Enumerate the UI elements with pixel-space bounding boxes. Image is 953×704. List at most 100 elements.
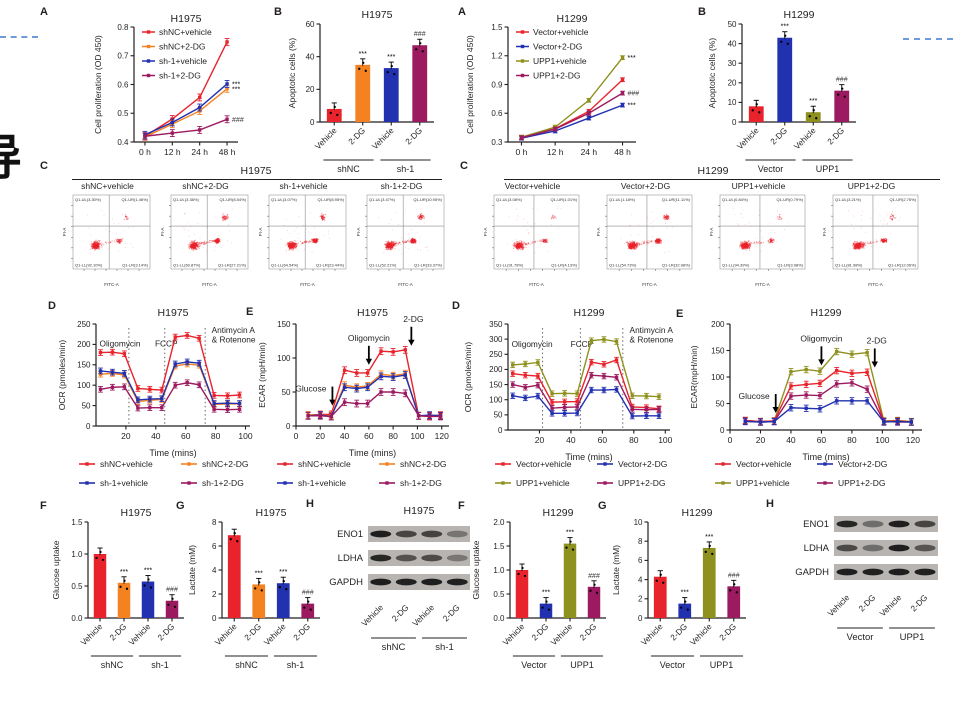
flow-scatter: Q1-UL(3.30%) Q1-UR(1.46%) Q1-LL(92.10%) Q1-… — [61, 191, 154, 294]
svg-text:###: ### — [302, 590, 314, 597]
svg-text:1.5: 1.5 — [491, 23, 503, 32]
western-blot-h1299: ENO1 LDHA GAPDH Vehicle 2-DG Vehicle 2-DG Vecto… — [772, 502, 950, 689]
legend-label: sh-1+2-DG — [202, 478, 244, 488]
svg-text:Q1-LR(33.37%): Q1-LR(33.37%) — [414, 263, 443, 268]
svg-text:120: 120 — [435, 431, 449, 441]
svg-text:Q1-UR(8.95%): Q1-UR(8.95%) — [318, 197, 345, 202]
svg-text:H1975: H1975 — [171, 13, 202, 25]
svg-text:sh-1: sh-1 — [287, 660, 305, 670]
svg-text:60: 60 — [181, 431, 191, 441]
svg-text:0: 0 — [286, 422, 291, 431]
chart-proliferation-h1975: H1975 0.4 0.5 0.6 0.7 0.8 0 h 12 h 24 h 48 h Cell … — [92, 12, 270, 165]
legend-marker — [181, 481, 197, 485]
legend-item: Vector+vehicle — [494, 459, 590, 469]
svg-text:H1975: H1975 — [158, 307, 189, 319]
flow-plot-h1975-3: sh-1+2-DG Q1-UL(3.47%) Q1-UR(10.95%) Q1-LL(… — [355, 181, 448, 294]
panel-letter-c-h1299: C — [460, 160, 468, 172]
svg-text:PI-A: PI-A — [258, 228, 263, 237]
svg-text:Vector: Vector — [758, 164, 784, 174]
svg-text:48 h: 48 h — [614, 147, 631, 157]
chart-glucose-uptake-h1299: H1299 0.0 0.5 1.0 1.5 2.0 Glucose uptake Vehicl… — [470, 506, 612, 683]
svg-text:50: 50 — [82, 401, 91, 410]
svg-text:Time (mins): Time (mins) — [349, 448, 396, 458]
svg-text:0.0: 0.0 — [71, 614, 83, 623]
svg-text:H1975: H1975 — [121, 507, 152, 519]
svg-text:***: *** — [628, 103, 636, 110]
legend-marker — [715, 462, 731, 466]
svg-text:FITC-A: FITC-A — [642, 282, 657, 287]
svg-text:0.8: 0.8 — [117, 23, 129, 32]
svg-text:###: ### — [232, 117, 244, 124]
svg-text:Vector+2-DG: Vector+2-DG — [533, 42, 582, 52]
svg-text:shNC: shNC — [382, 642, 406, 653]
svg-text:Vehicle: Vehicle — [792, 125, 818, 151]
flow-plots-row: shNC+vehicle Q1-UL(3.30%) Q1-UR(1.46%) Q1-L… — [58, 181, 454, 294]
svg-text:200: 200 — [77, 340, 91, 349]
svg-text:***: *** — [120, 569, 128, 576]
legend-ocr-h1975: shNC+vehicle shNC+2-DG sh-1+vehicle sh-1+2-… — [78, 459, 276, 488]
svg-text:& Rotenone: & Rotenone — [212, 335, 256, 345]
legend-item: shNC+vehicle — [78, 459, 174, 469]
svg-text:LDHA: LDHA — [338, 553, 364, 564]
svg-text:***: *** — [232, 81, 240, 88]
legend-item: UPP1+2-DG — [596, 478, 692, 488]
legend-marker — [379, 481, 395, 485]
chart-ocr-h1299: H1299 0 50 100 150 200 250 300 350 20 40 60 80 100 OCR… — [462, 306, 686, 467]
svg-text:Q1-UL(3.08%): Q1-UL(3.08%) — [496, 197, 522, 202]
flow-scatter: Q1-UL(3.47%) Q1-UR(10.95%) Q1-LL(52.21%) Q1… — [355, 191, 448, 294]
svg-text:sh-1: sh-1 — [435, 642, 453, 653]
svg-text:UPP1: UPP1 — [816, 164, 840, 174]
svg-text:2-DG: 2-DG — [390, 602, 411, 623]
legend-marker — [817, 462, 833, 466]
svg-text:Cell proliferation (OD 450): Cell proliferation (OD 450) — [93, 35, 103, 134]
legend-item: UPP1+2-DG — [816, 478, 912, 488]
svg-text:0.5: 0.5 — [117, 109, 129, 118]
flow-plots-row: Vector+vehicle Q1-UL(3.08%) Q1-UR(1.01%) Q1… — [478, 181, 948, 294]
flow-plot-label: Vector+vehicle — [504, 181, 561, 191]
panel-letter-a-h1975: A — [40, 6, 48, 18]
svg-text:Q1-UL(3.30%): Q1-UL(3.30%) — [75, 197, 101, 202]
flow-scatter: Q1-UL(0.84%) Q1-UR(0.79%) Q1-LL(94.39%) Q1-… — [708, 191, 809, 294]
svg-text:Q1-LR(4.13%): Q1-LR(4.13%) — [551, 263, 577, 268]
chart-ecar-h1975: H1975 0 50 100 150 0 20 40 60 80 100 120 ECAR (mpH/m… — [256, 306, 461, 463]
svg-text:0: 0 — [294, 431, 299, 441]
svg-text:FCCP: FCCP — [155, 338, 178, 348]
svg-text:Q1-UL(3.38%): Q1-UL(3.38%) — [173, 197, 199, 202]
svg-text:10: 10 — [728, 98, 737, 107]
svg-text:***: *** — [279, 569, 287, 576]
chart-lactate-h1299: H1299 0 2 4 6 8 10 Lactate (mM) Vehicle *** 2-DG **… — [610, 506, 752, 683]
flow-plot-label: shNC+vehicle — [81, 181, 134, 191]
svg-text:Q1-LL(54.73%): Q1-LL(54.73%) — [609, 263, 637, 268]
svg-text:Antimycin A: Antimycin A — [212, 325, 256, 335]
flow-plot-h1299-1: Vector+2-DG Q1-UL(1.18%) Q1-UR(11.11%) Q1-L… — [595, 181, 696, 294]
svg-text:Q1-LR(27.21%): Q1-LR(27.21%) — [218, 263, 247, 268]
legend-item: shNC+vehicle — [276, 459, 372, 469]
svg-text:2-DG: 2-DG — [107, 621, 128, 642]
svg-text:Q1-UR(1.01%): Q1-UR(1.01%) — [551, 197, 578, 202]
flow-plot-label: shNC+2-DG — [182, 181, 229, 191]
clipped-cjk-glyph: 导 — [0, 118, 22, 188]
legend-marker — [597, 462, 613, 466]
svg-text:Vehicle: Vehicle — [313, 125, 339, 151]
svg-text:Apoptotic cells (%): Apoptotic cells (%) — [707, 38, 717, 109]
legend-marker — [277, 481, 293, 485]
legend-label: UPP1+vehicle — [516, 478, 570, 488]
svg-text:Q1-LL(91.78%): Q1-LL(91.78%) — [496, 263, 524, 268]
svg-text:Glucose uptake: Glucose uptake — [51, 540, 61, 599]
svg-text:0.3: 0.3 — [491, 138, 503, 147]
flow-scatter: Q1-UL(3.07%) Q1-UR(8.95%) Q1-LL(64.54%) Q1-… — [257, 191, 350, 294]
legend-item: shNC+2-DG — [180, 459, 276, 469]
flow-scatter: Q1-UL(3.38%) Q1-UR(8.54%) Q1-LL(60.87%) Q1-… — [159, 191, 252, 294]
flow-plot-h1975-0: shNC+vehicle Q1-UL(3.30%) Q1-UR(1.46%) Q1-L… — [61, 181, 154, 294]
panel-letter-b-h1299: B — [698, 6, 706, 18]
svg-text:2-DG: 2-DG — [441, 602, 462, 623]
svg-text:Q1-UR(1.46%): Q1-UR(1.46%) — [122, 197, 149, 202]
svg-text:FITC-A: FITC-A — [529, 282, 544, 287]
svg-text:***: *** — [809, 98, 817, 105]
svg-text:Q1-LR(32.98%): Q1-LR(32.98%) — [662, 263, 691, 268]
chart-ocr-h1975: H1975 0 50 100 150 200 250 20 40 60 80 100 OCR (pmol… — [56, 306, 264, 463]
legend-marker — [79, 462, 95, 466]
svg-text:0: 0 — [732, 118, 737, 127]
svg-text:150: 150 — [277, 320, 291, 329]
panel-letter-g-h1975: G — [176, 500, 185, 512]
